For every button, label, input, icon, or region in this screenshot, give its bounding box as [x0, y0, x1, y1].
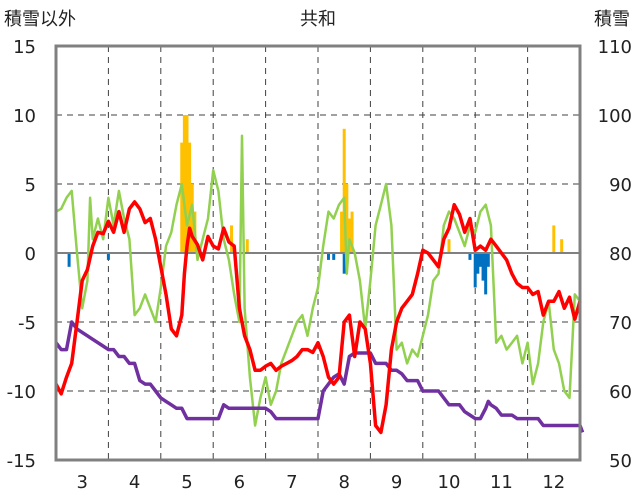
- series-lines: [54, 134, 585, 435]
- right-axis-label: 積雪: [594, 9, 630, 30]
- left-tick-label: 15: [13, 37, 36, 58]
- orange-bar: [182, 115, 186, 253]
- blue-bar: [106, 253, 110, 260]
- orange-bar: [185, 115, 189, 253]
- blue-bar: [332, 253, 336, 260]
- orange-bar: [190, 184, 194, 253]
- x-tick-label: 8: [338, 472, 349, 493]
- green-series-line: [55, 134, 581, 427]
- right-tick-label: 70: [609, 313, 632, 334]
- blue-bar: [67, 253, 71, 267]
- left-tick-label: 5: [25, 175, 36, 196]
- orange-bar: [347, 218, 351, 253]
- left-tick-label: -15: [7, 451, 36, 472]
- orange-bar: [245, 239, 249, 253]
- left-tick-label: 10: [13, 106, 36, 127]
- right-tick-label: 100: [598, 106, 632, 127]
- left-axis-label: 積雪以外: [4, 9, 76, 30]
- red-series-line: [54, 200, 582, 435]
- left-tick-label: -5: [18, 313, 36, 334]
- blue-bar: [473, 253, 477, 288]
- orange-bar: [230, 225, 234, 253]
- x-tick-label: 6: [234, 472, 245, 493]
- orange-bar: [342, 128, 346, 253]
- blue-bar: [342, 253, 346, 274]
- blue-bar: [326, 253, 330, 260]
- blue-bar: [476, 253, 480, 274]
- right-tick-label: 90: [609, 175, 632, 196]
- plot-frame: [54, 44, 582, 462]
- right-tick-label: 60: [609, 382, 632, 403]
- left-tick-label: 0: [25, 244, 36, 265]
- x-tick-label: 11: [490, 472, 513, 493]
- orange-bar: [552, 225, 556, 253]
- x-tick-label: 3: [76, 472, 87, 493]
- x-tick-label: 12: [542, 472, 565, 493]
- orange-bar: [447, 239, 451, 253]
- x-tick-label: 10: [438, 472, 461, 493]
- chart-title: 共和: [300, 9, 336, 30]
- x-tick-label: 4: [129, 472, 140, 493]
- right-tick-label: 50: [609, 451, 632, 472]
- right-tick-label: 110: [598, 37, 632, 58]
- x-tick-label: 9: [391, 472, 402, 493]
- orange-bar: [560, 239, 564, 253]
- orange-bar: [340, 211, 344, 253]
- bars: [67, 115, 564, 295]
- blue-bar: [481, 253, 485, 281]
- left-tick-label: -10: [7, 382, 36, 403]
- blue-bar: [468, 253, 472, 260]
- purple-series-line: [54, 320, 585, 434]
- blue-bar: [486, 253, 490, 267]
- blue-bar: [478, 253, 482, 267]
- orange-bar: [350, 211, 354, 253]
- orange-bar: [180, 142, 184, 253]
- orange-bar: [345, 184, 349, 253]
- x-tick-label: 7: [286, 472, 297, 493]
- blue-bar: [484, 253, 488, 295]
- x-tick-label: 5: [181, 472, 192, 493]
- right-tick-label: 80: [609, 244, 632, 265]
- orange-bar: [188, 142, 192, 253]
